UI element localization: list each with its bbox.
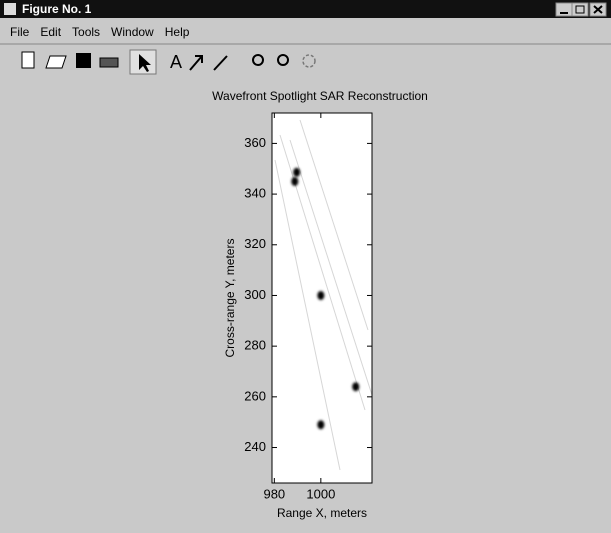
title-bar (0, 0, 611, 18)
window-title: Figure No. 1 (22, 2, 92, 16)
figure-window: Figure No. 1 File Edit Tools Window Help A W… (0, 0, 611, 533)
point (317, 291, 324, 300)
point (317, 420, 324, 429)
x-tick-label: 980 (263, 486, 285, 501)
x-tick-label: 1000 (306, 486, 335, 501)
y-tick-label: 340 (244, 186, 266, 201)
y-tick-label: 260 (244, 388, 266, 403)
window-buttons[interactable] (556, 3, 606, 16)
open-icon[interactable] (46, 56, 66, 68)
point (352, 382, 359, 391)
menu-item[interactable]: Edit (40, 25, 61, 39)
print-icon[interactable] (100, 58, 118, 67)
y-axis-label: Cross-range Y, meters (223, 239, 237, 358)
menu-item[interactable]: Window (111, 25, 154, 39)
text-icon[interactable]: A (170, 52, 182, 72)
y-tick-label: 360 (244, 135, 266, 150)
point (291, 177, 298, 186)
y-tick-label: 240 (244, 439, 266, 454)
x-axis-label: Range X, meters (277, 506, 367, 520)
maximize-button[interactable] (572, 3, 588, 16)
menu-item[interactable]: File (10, 25, 30, 39)
window-icon (4, 3, 16, 15)
y-tick-label: 320 (244, 236, 266, 251)
y-tick-label: 300 (244, 287, 266, 302)
menu-item[interactable]: Help (165, 25, 190, 39)
y-tick-label: 280 (244, 338, 266, 353)
new-icon[interactable] (22, 52, 34, 68)
point (293, 168, 300, 177)
chart-title: Wavefront Spotlight SAR Reconstruction (212, 89, 428, 103)
menu-item[interactable]: Tools (72, 25, 100, 39)
page: {"window": {"title": "Figure No. 1", "me… (0, 0, 611, 533)
save-icon[interactable] (76, 53, 91, 68)
minimize-button[interactable] (556, 3, 572, 16)
